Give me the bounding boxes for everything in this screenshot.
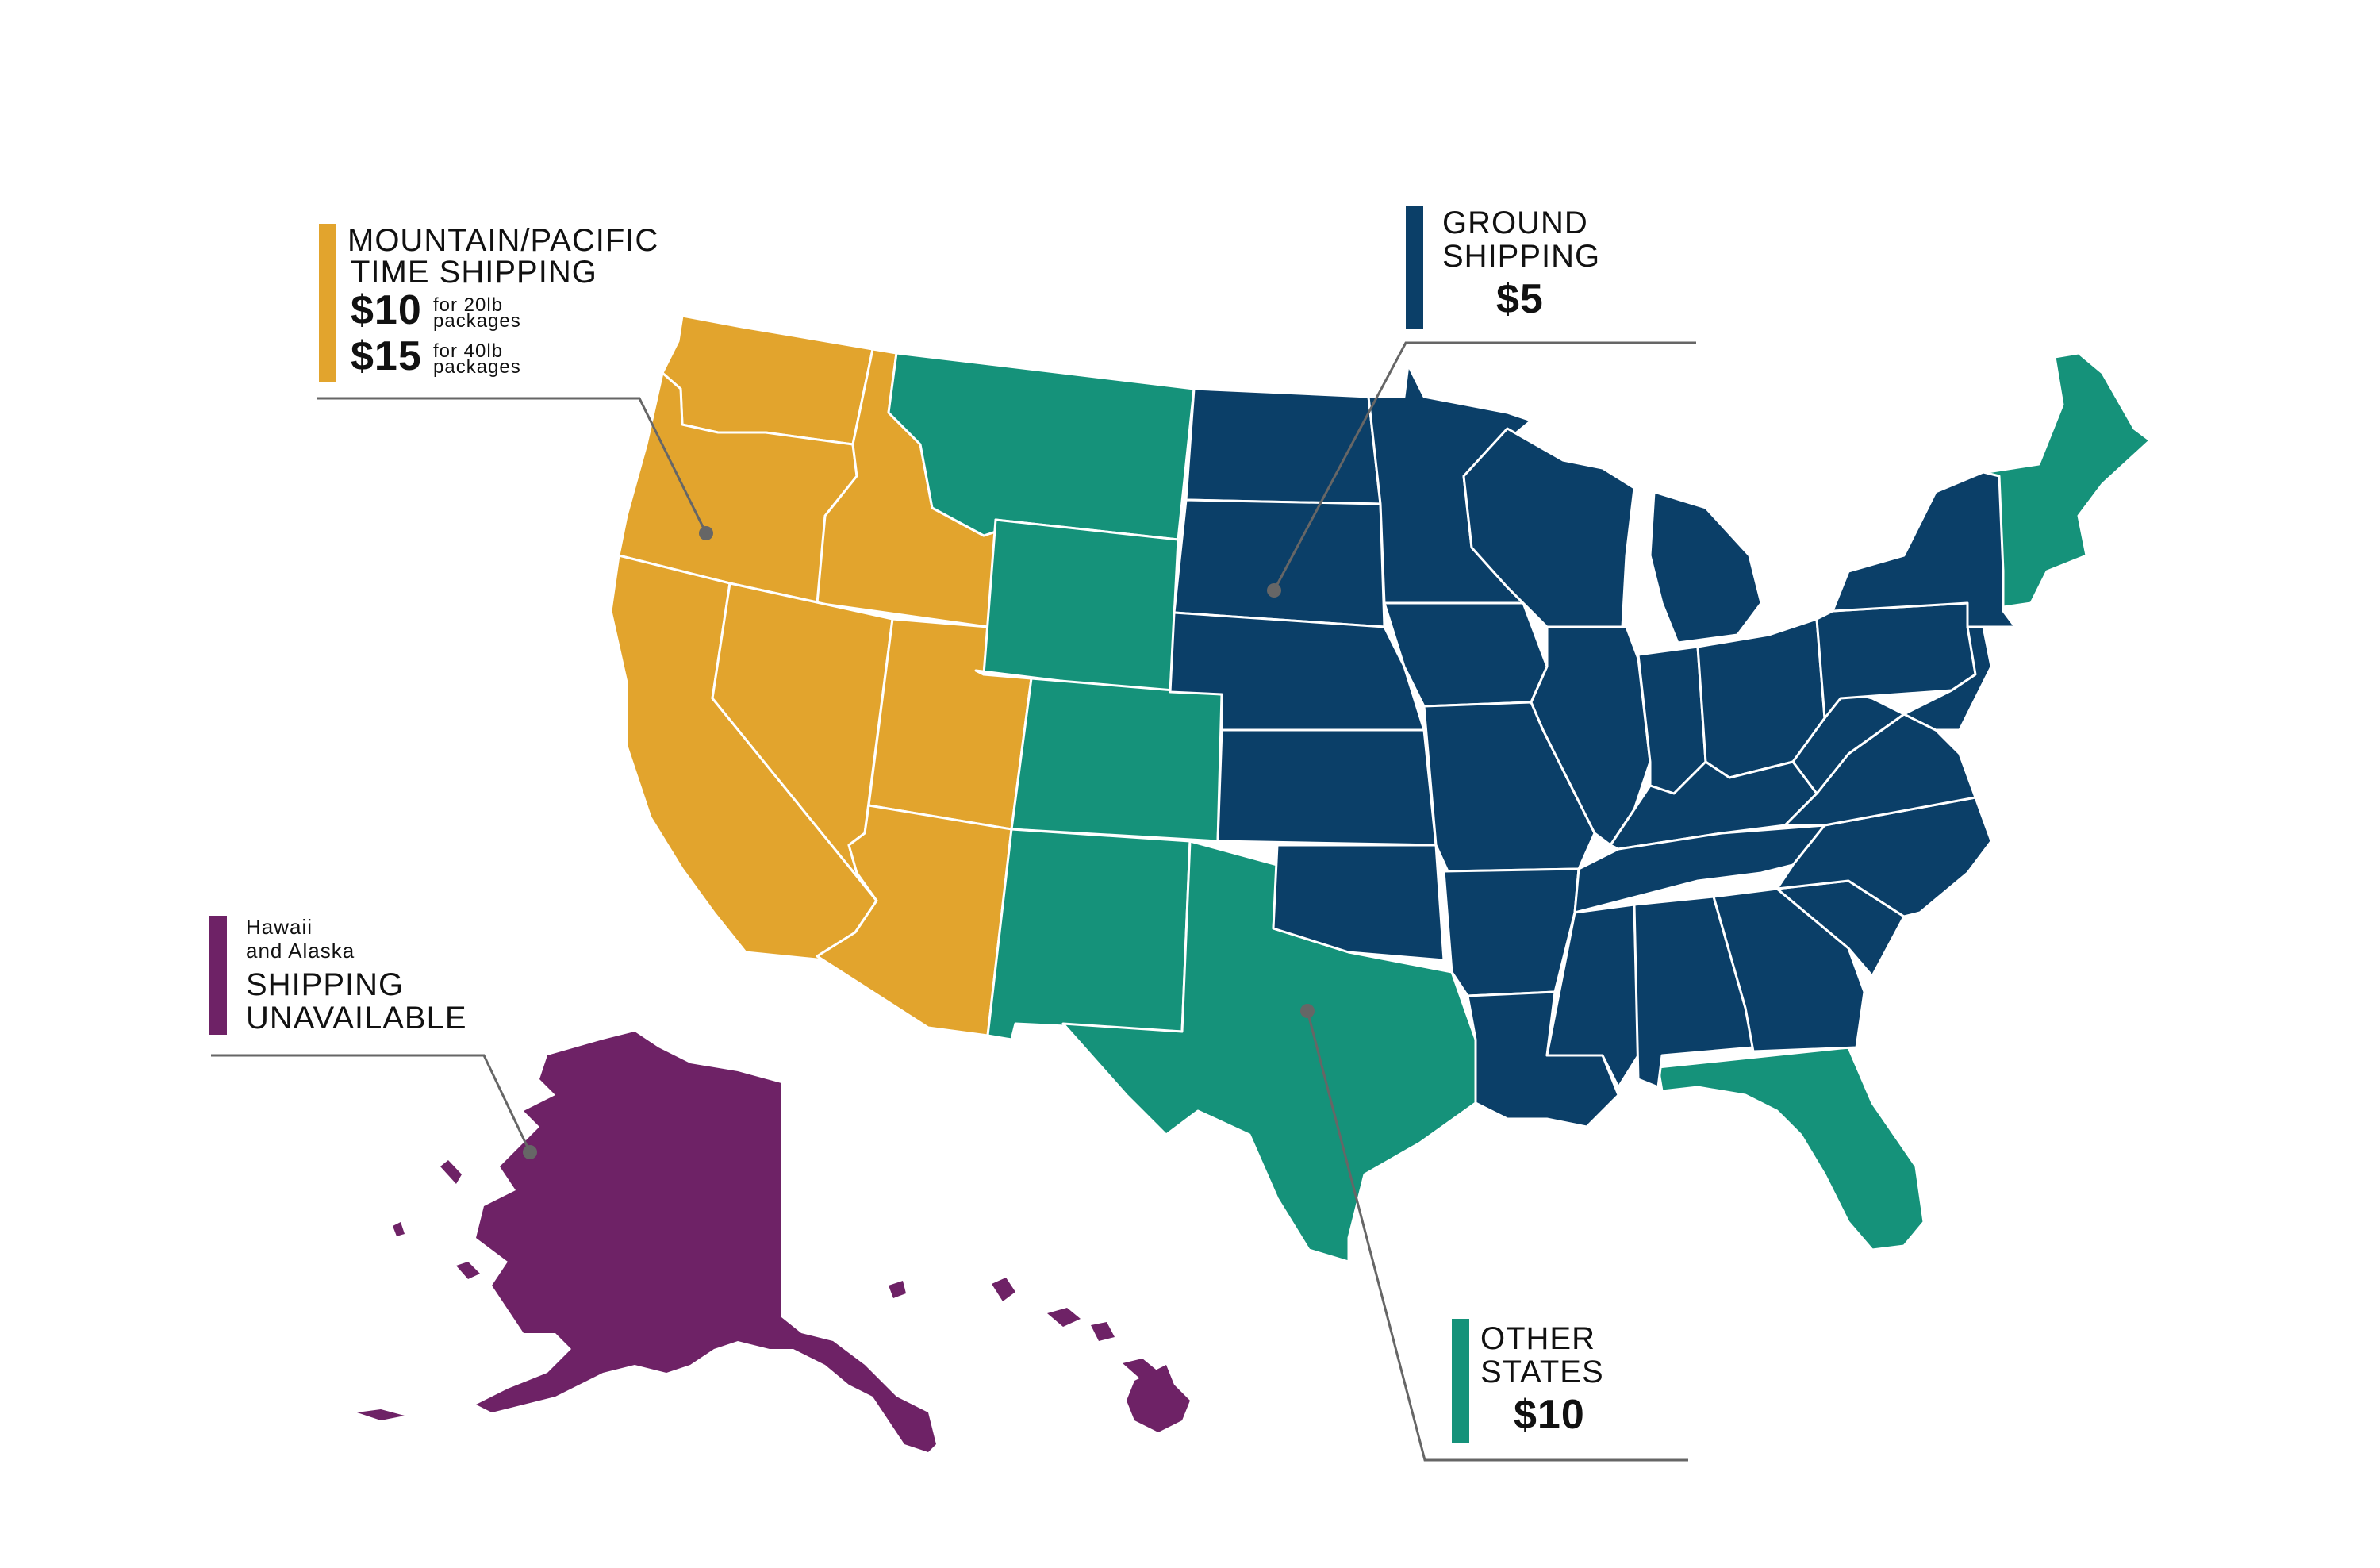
alaska-island-1 [440, 1160, 462, 1184]
state-louisiana [1466, 990, 1620, 1128]
hawaii-island-2 [992, 1278, 1015, 1301]
hawaii-island-4 [1091, 1322, 1115, 1341]
legend-price-20lb: $10 [351, 287, 422, 333]
leader-ground [1273, 341, 1696, 591]
legend-note-20lb-line2: packages [433, 310, 521, 332]
legend-title-line1: MOUNTAIN/PACIFIC [347, 223, 659, 258]
state-new-york [1831, 471, 2017, 628]
legend-bar-ground [1406, 206, 1423, 329]
legend-note-40lb-line1: for 40lb [433, 340, 504, 362]
state-montana [887, 352, 1196, 541]
state-wyoming [974, 518, 1180, 696]
legend-ground-price: $5 [1496, 276, 1544, 322]
region-pacific-mountain [609, 314, 1033, 1037]
state-michigan [1649, 490, 1763, 644]
leader-pacific [317, 397, 708, 534]
legend-note-40lb-line2: packages [433, 356, 521, 378]
hawaii-island-big [1127, 1365, 1190, 1432]
leader-other [1306, 1010, 1688, 1462]
state-south-dakota [1173, 498, 1386, 628]
state-mid-atlantic [1902, 625, 1993, 732]
alaska-island-3 [357, 1409, 405, 1420]
legend-ground-title-line1: GROUND [1442, 206, 1588, 240]
hawaii-island-1 [889, 1281, 906, 1298]
state-washington [661, 314, 874, 446]
legend-unavailable-title-line2: UNAVAILABLE [246, 1001, 467, 1036]
region-ground [1169, 363, 2017, 1128]
legend-bar-unavailable [209, 916, 227, 1035]
leader-unavailable [211, 1054, 532, 1153]
legend-title-line2: TIME SHIPPING [351, 255, 597, 290]
legend-bar-pacific [319, 224, 336, 382]
legend-unavailable-subtitle-line1: Hawaii [246, 915, 313, 939]
leader-lines [211, 341, 1696, 1462]
legend-other-title-line1: OTHER [1480, 1321, 1595, 1356]
region-other [887, 352, 2152, 1263]
legend-unavailable-subtitle-line2: and Alaska [246, 939, 355, 963]
legend-note-20lb-line1: for 20lb [433, 294, 504, 316]
legend-bar-other [1452, 1319, 1469, 1443]
state-new-mexico [986, 828, 1192, 1041]
hawaii-island-3 [1047, 1308, 1081, 1327]
state-texas [1061, 840, 1477, 1263]
legend-ground-title-line2: SHIPPING [1442, 239, 1601, 274]
region-unavailable [357, 1032, 1190, 1452]
state-new-england [1986, 352, 2152, 609]
state-arkansas [1442, 867, 1580, 997]
alaska-island-2 [456, 1262, 480, 1279]
state-kansas [1216, 728, 1438, 847]
leader-dots [523, 526, 1315, 1159]
legend-price-40lb: $15 [351, 333, 422, 379]
legend-unavailable-title-line1: SHIPPING [246, 967, 405, 1002]
state-illinois [1530, 625, 1652, 847]
state-colorado [1010, 677, 1223, 843]
state-oklahoma [1272, 844, 1445, 962]
state-florida [1656, 1046, 1925, 1251]
state-alaska [476, 1032, 936, 1452]
legend-other-title-line2: STATES [1480, 1355, 1604, 1389]
alaska-island-4 [393, 1222, 405, 1236]
legend-other-price: $10 [1514, 1392, 1585, 1438]
